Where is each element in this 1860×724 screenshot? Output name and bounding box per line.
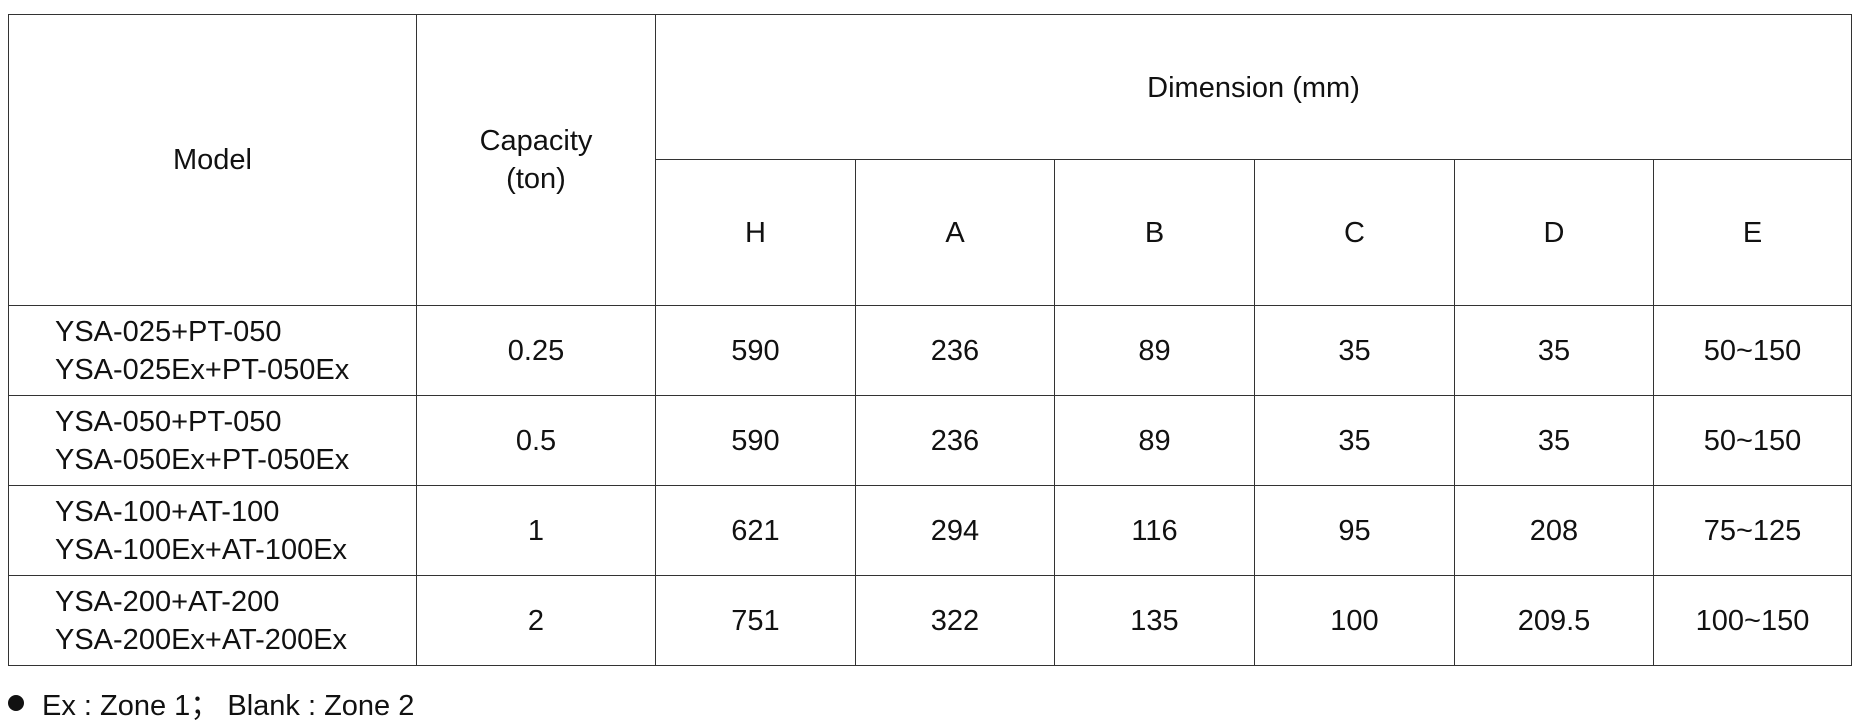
cell: 208: [1454, 485, 1654, 576]
cell: 135: [1054, 575, 1255, 666]
cell: 100: [1254, 575, 1455, 666]
cell-text: YSA-025+PT-050: [55, 315, 282, 348]
header-cell: Dimension (mm): [654, 14, 1853, 160]
cell: 590: [655, 305, 856, 396]
header-text: D: [1543, 216, 1565, 249]
cell-text: 100: [1330, 604, 1379, 637]
cell: 35: [1254, 395, 1455, 486]
header-cell: E: [1652, 159, 1853, 306]
cell-text: 590: [731, 334, 780, 367]
header-text: Dimension (mm): [1147, 72, 1360, 104]
header-cell: D: [1454, 159, 1654, 306]
header-row: Model Capacity (ton) Dimension (mm): [8, 14, 1853, 306]
cell-text: 208: [1529, 514, 1579, 547]
cell: 116: [1054, 485, 1255, 576]
cell-text: 100~150: [1695, 604, 1810, 637]
data-row: YSA-025+PT-050 YSA-025Ex+PT-050Ex 0.25 590 2…: [8, 305, 1853, 396]
cell-text: 590: [731, 424, 780, 457]
cell: 590: [655, 395, 856, 486]
cell: 0.5: [416, 395, 656, 486]
cell: 35: [1254, 305, 1455, 396]
cell-text: 236: [930, 334, 980, 367]
header-cell: B: [1054, 159, 1255, 306]
cell-text: YSA-200Ex+AT-200Ex: [55, 623, 348, 656]
header-text: E: [1742, 216, 1763, 249]
cell: 751: [655, 575, 856, 666]
cell-text: YSA-100Ex+AT-100Ex: [55, 533, 348, 566]
cell-text: 89: [1138, 424, 1171, 457]
cell-text: YSA-200+AT-200: [55, 585, 280, 618]
header-cell: Capacity (ton): [416, 14, 656, 306]
spec-table: Model Capacity (ton) Dimension (mm) H A B C D E YS…: [8, 14, 1853, 666]
cell-text: 294: [930, 514, 980, 547]
cell-text: 2: [527, 604, 545, 637]
cell-text: 35: [1338, 334, 1371, 367]
bullet: [8, 695, 24, 711]
header-text: C: [1344, 216, 1365, 249]
header-text: B: [1144, 216, 1165, 249]
cell: 50~150: [1652, 305, 1853, 396]
header-text: A: [945, 216, 965, 249]
cell: 621: [655, 485, 856, 576]
cell-text: 0.25: [507, 334, 565, 367]
cell: 89: [1054, 305, 1255, 396]
cell-text: 322: [930, 604, 980, 637]
data-row: YSA-100+AT-100 YSA-100Ex+AT-100Ex 1 621 294 1…: [8, 485, 1853, 576]
cell-text: YSA-050Ex+PT-050Ex: [55, 443, 350, 476]
header-cell: C: [1254, 159, 1455, 306]
cell-text: 35: [1537, 424, 1571, 457]
cell-text: YSA-100+AT-100: [55, 495, 280, 528]
cell-text: 50~150: [1703, 424, 1802, 457]
header-text: H: [745, 216, 766, 249]
header-cell: H: [655, 159, 856, 306]
cell-text: 50~150: [1703, 334, 1802, 367]
header-cell: Model: [8, 14, 417, 306]
model-cell: YSA-025+PT-050 YSA-025Ex+PT-050Ex: [8, 305, 417, 396]
cell-text: 0.5: [515, 424, 557, 457]
cell-text: YSA-025Ex+PT-050Ex: [55, 353, 350, 386]
cell: 294: [855, 485, 1055, 576]
cell-text: 621: [731, 514, 780, 547]
header-text: Model: [173, 144, 252, 176]
model-cell: YSA-050+PT-050 YSA-050Ex+PT-050Ex: [8, 395, 417, 486]
cell-text: 116: [1131, 514, 1178, 547]
header-cell: A: [855, 159, 1055, 306]
data-row: YSA-050+PT-050 YSA-050Ex+PT-050Ex 0.5 590 23…: [8, 395, 1853, 486]
cell: 209.5: [1454, 575, 1654, 666]
cell-text: 89: [1138, 334, 1171, 367]
cell: 35: [1454, 395, 1654, 486]
cell-text: 236: [930, 424, 980, 457]
model-cell: YSA-200+AT-200 YSA-200Ex+AT-200Ex: [8, 575, 417, 666]
cell: 236: [855, 305, 1055, 396]
cell: 95: [1254, 485, 1455, 576]
cell-text: 95: [1338, 514, 1371, 547]
cell: 89: [1054, 395, 1255, 486]
data-row: YSA-200+AT-200 YSA-200Ex+AT-200Ex 2 751 322 1…: [8, 575, 1853, 666]
header-text: Capacity: [479, 125, 593, 157]
cell-text: 35: [1338, 424, 1371, 457]
cell-text: 751: [731, 604, 780, 637]
footnote: Ex : Zone 1； Blank : Zone 2: [8, 682, 414, 724]
cell-text: 1: [527, 514, 545, 547]
cell-text: YSA-050+PT-050: [55, 405, 282, 438]
cell: 0.25: [416, 305, 656, 396]
cell: 35: [1454, 305, 1654, 396]
cell: 1: [416, 485, 656, 576]
cell: 2: [416, 575, 656, 666]
cell: 236: [855, 395, 1055, 486]
cell: 100~150: [1652, 575, 1853, 666]
cell: 50~150: [1652, 395, 1853, 486]
cell-text: 209.5: [1517, 604, 1591, 637]
cell-text: 35: [1537, 334, 1571, 367]
model-cell: YSA-100+AT-100 YSA-100Ex+AT-100Ex: [8, 485, 417, 576]
cell-text: 135: [1130, 604, 1179, 637]
cell: 322: [855, 575, 1055, 666]
footnote-text: Ex : Zone 1； Blank : Zone 2: [42, 690, 415, 722]
cell: 75~125: [1652, 485, 1853, 576]
header-text: (ton): [506, 163, 566, 195]
cell-text: 75~125: [1703, 514, 1802, 547]
